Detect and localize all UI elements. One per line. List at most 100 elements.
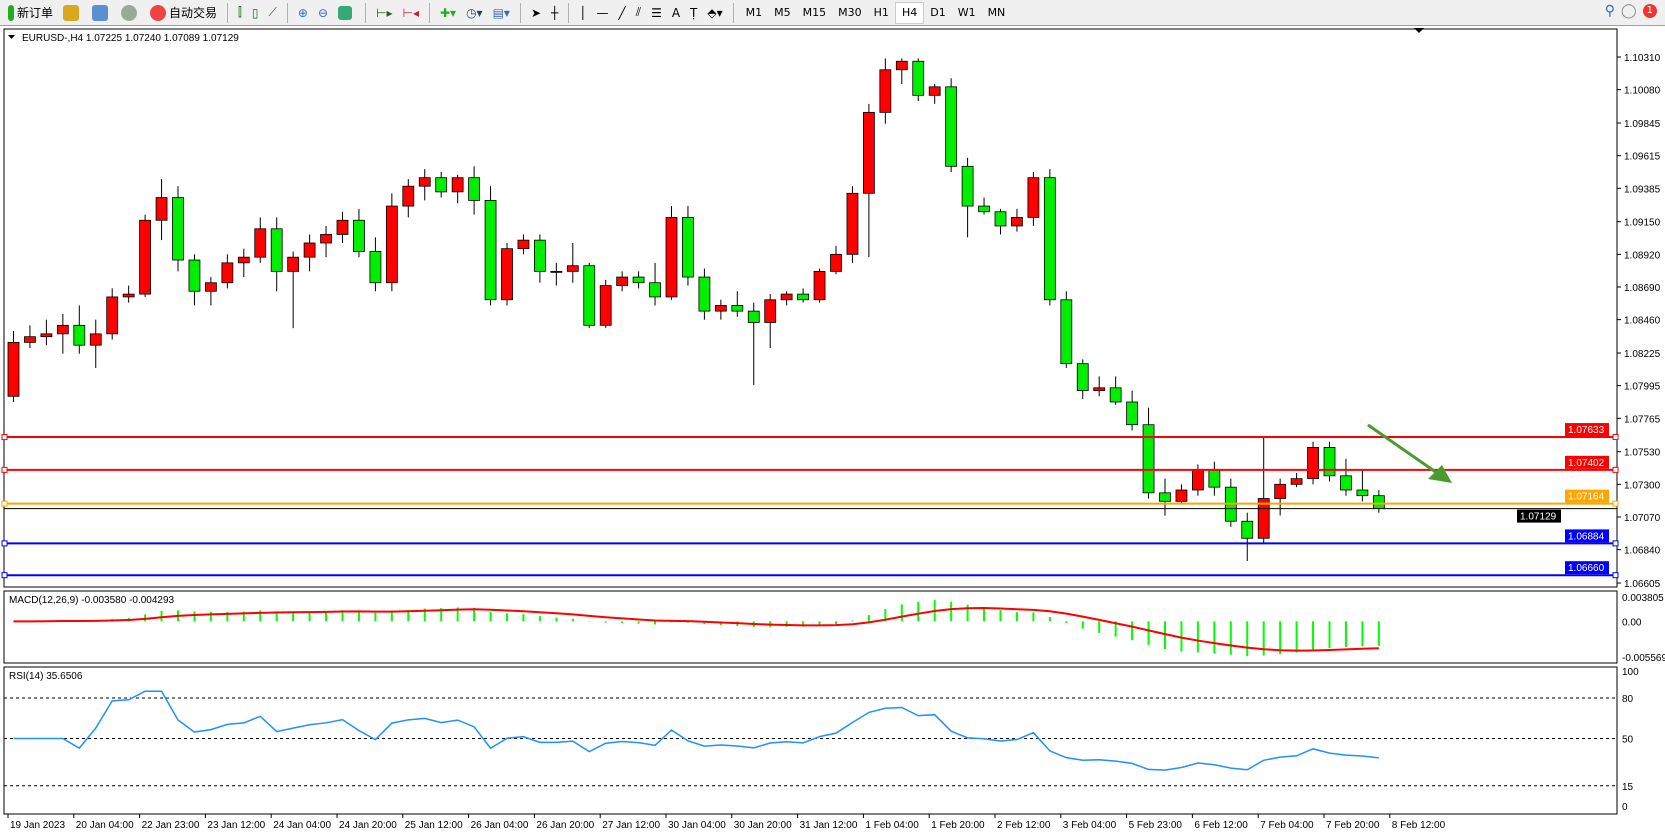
price-level-label: 1.06884 [1568,531,1605,542]
new-order-button[interactable]: 新订单 [4,2,57,24]
timeframe-h1[interactable]: H1 [873,6,889,19]
candle-body [599,285,612,326]
candle [122,285,135,303]
rsi-panel [3,666,1618,815]
candle [632,271,645,289]
timeframe-mn[interactable]: MN [987,6,1006,19]
trend-arrow-line[interactable] [1367,423,1441,477]
timeframe-w1[interactable]: W1 [957,6,976,19]
line-anchor-handle[interactable] [1612,466,1619,473]
candle-body [517,239,530,250]
fibonacci-button[interactable]: ☰ [647,2,666,24]
line-chart-icon: ⟋ [268,5,277,19]
candle-body [435,177,448,193]
trendline-button[interactable]: ╱ [614,2,629,24]
candle-body [254,228,267,258]
candle-body [501,248,513,301]
candle [599,279,612,329]
macd-label: MACD(12,26,9) -0.003580 -0.004293 [9,595,175,606]
timeframe-d1[interactable]: D1 [930,6,946,19]
candle [1307,441,1319,485]
text-label-button[interactable]: Ṭ [686,2,701,24]
timeframe-m1[interactable]: M1 [745,6,763,19]
line-anchor-handle[interactable] [1612,500,1619,507]
line-anchor-handle[interactable] [1,434,8,441]
indicators-button[interactable]: ✚▾ [436,2,460,24]
candle [912,58,925,102]
candle [1356,470,1369,502]
vertical-line-button[interactable]: │ [575,2,590,24]
candle-body [1126,401,1138,426]
line-anchor-handle[interactable] [1612,434,1619,441]
timeframe-m30[interactable]: M30 [838,6,862,19]
data-window-button[interactable] [88,2,115,24]
plus-icon [8,4,14,21]
periods-button[interactable]: ◷▾ [462,2,487,24]
time-tick-label: 6 Feb 12:00 [1194,820,1248,831]
tile-windows-button[interactable] [334,2,359,24]
line-chart-button[interactable]: ⟋ [264,2,280,24]
separator [732,2,734,23]
auto-trading-button[interactable]: 自动交易 [146,2,221,24]
zoom-in-button[interactable]: ⊕ [294,2,312,24]
search-icon[interactable]: ⚲ [1604,3,1615,19]
horizontal-line-button[interactable]: — [592,2,612,24]
line-anchor-handle[interactable] [1,572,8,579]
price-tick-label: 1.08690 [1624,283,1661,294]
candle [369,237,382,292]
line-anchor-handle[interactable] [1,500,8,507]
candle [928,83,941,104]
dropdown-triangle-icon[interactable] [8,35,15,39]
price-tick-label: 1.07765 [1624,414,1661,425]
candle [336,211,349,243]
candle [994,208,1007,235]
separator [365,2,367,23]
zoom-out-button[interactable]: ⊖ [314,2,332,24]
line-anchor-handle[interactable] [1612,540,1619,547]
chat-icon[interactable]: ◯ [1620,3,1637,19]
timeframe-h4[interactable]: H4 [894,1,925,24]
candle-body [139,219,152,295]
price-tick-label: 1.07995 [1624,382,1661,393]
candle-body [1257,498,1270,539]
signal-button[interactable] [117,2,144,24]
candle [517,234,530,255]
time-tick-label: 26 Jan 04:00 [471,820,529,831]
chart-shift-button[interactable]: ⊢◂ [399,2,423,24]
time-tick-label: 7 Feb 04:00 [1260,820,1314,831]
gold-bars-button[interactable] [59,2,86,24]
chart-window[interactable]: EURUSD-,H4 1.07225 1.07240 1.07089 1.071… [0,27,1665,835]
auto-scroll-button[interactable]: ⊢▸ [372,2,396,24]
equidistant-channel-button[interactable]: ⫽ [632,2,645,24]
candle [303,234,316,272]
time-tick-label: 20 Jan 04:00 [76,820,134,831]
candle-body [747,310,760,323]
text-button[interactable]: A [668,2,684,24]
candle [484,186,497,306]
cursor-button[interactable]: ➤ [527,2,545,24]
candle-body [583,265,596,326]
macd-panel [3,590,1618,664]
crosshair-button[interactable]: ┼ [547,2,562,24]
time-tick-label: 25 Jan 12:00 [405,820,463,831]
line-anchor-handle[interactable] [1,466,8,473]
line-anchor-handle[interactable] [1612,572,1619,579]
candle [385,193,398,292]
candle-body [1093,387,1106,392]
separator [428,2,430,23]
time-tick-label: 30 Jan 20:00 [734,820,792,831]
candle-body [468,177,481,201]
cursor-icon: ➤ [530,5,541,20]
candle-body [1142,424,1155,494]
candlestick-button[interactable]: ▯ [248,2,263,24]
candle-body [764,299,777,323]
bar-chart-button[interactable]: ⫿ [234,2,246,24]
candle-body [1241,520,1254,539]
line-anchor-handle[interactable] [1,540,8,547]
arrows-button[interactable]: ⬘▾ [703,2,726,24]
templates-button[interactable]: ▤▾ [489,2,514,24]
timeframe-m5[interactable]: M5 [774,6,791,19]
time-tick-label: 24 Jan 04:00 [273,820,331,831]
timeframe-m15[interactable]: M15 [802,6,827,19]
candle-body [1109,387,1122,403]
